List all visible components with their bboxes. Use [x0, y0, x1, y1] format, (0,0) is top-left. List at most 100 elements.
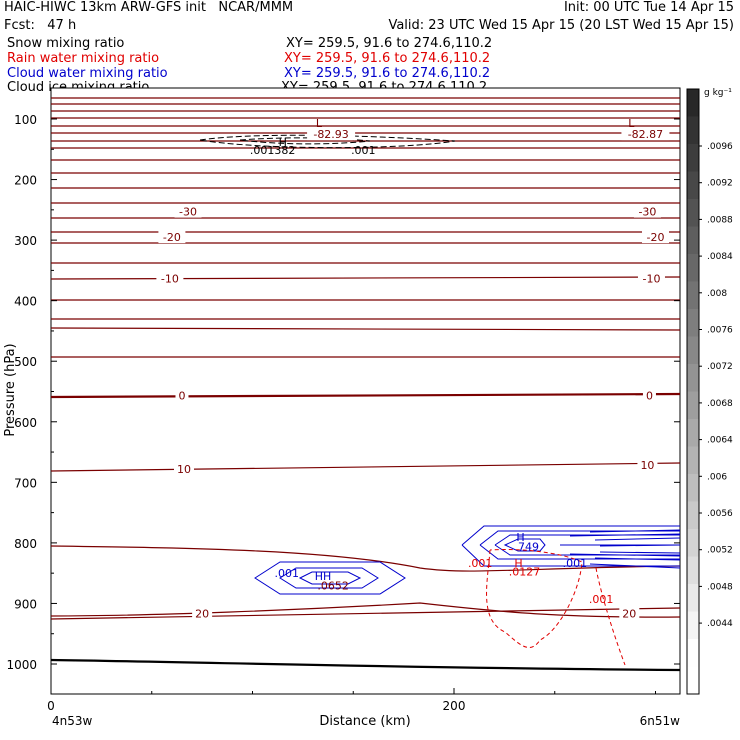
temperature-label: -30 [638, 206, 656, 219]
colorbar-tick-label: .0048 [707, 582, 733, 592]
rain-water-contours [486, 549, 626, 666]
y-tick-label: 500 [14, 355, 37, 369]
plot-frame [50, 87, 681, 695]
legend-rain-name: Rain water mixing ratio [7, 51, 160, 66]
colorbar-tick-label: .006 [707, 472, 727, 482]
contour-extremum-label: .001 [351, 144, 376, 157]
temperature-label-bg [621, 127, 670, 141]
colorbar-segment [687, 501, 699, 530]
contour-extremum-label: 749 [518, 541, 539, 554]
temperature-label: 20 [622, 608, 636, 621]
colorbar-tick-label: .0096 [707, 142, 733, 152]
contour-labels: -82.93 -82.87 -30 -30 -20 -20 -10 -10 0 0 10 10 20 20… [156, 117, 670, 621]
cloud-ice-contours [199, 134, 456, 149]
temperature-label-bg [637, 457, 658, 471]
colorbar-segment [687, 446, 699, 475]
legend-cloudwater-xy: XY= 259.5, 91.6 to 274.6,110.2 [284, 66, 491, 81]
y-tick-label: 300 [14, 234, 37, 248]
colorbar-tick-label: .0072 [707, 362, 733, 372]
temperature-label-bg [192, 606, 213, 620]
colorbar-segment [687, 226, 699, 255]
legend-rain-xy: XY= 259.5, 91.6 to 274.6,110.2 [284, 51, 491, 66]
colorbar-tick-label: .0064 [707, 436, 733, 446]
temperature-label: 10 [177, 463, 191, 476]
legend-snow-name: Snow mixing ratio [7, 36, 125, 51]
temperature-label: -82.87 [628, 128, 663, 141]
temperature-contours [50, 97, 681, 672]
temperature-label-bg [619, 606, 640, 620]
colorbar-segment [687, 474, 699, 502]
colorbar-segment [687, 144, 699, 172]
colorbar-segment [687, 611, 699, 640]
colorbar-tick-label: .0076 [707, 326, 733, 336]
colorbar-tick-label: .0052 [707, 546, 733, 556]
temperature-label: 0 [646, 390, 653, 403]
colorbar-tick-label: .0068 [707, 399, 733, 409]
y-tick-label: 100 [14, 113, 37, 127]
temperature-label-bg [158, 230, 186, 244]
colorbar-segment [687, 254, 699, 282]
y-tick-label: 600 [14, 416, 37, 430]
contour-extremum-label: L [628, 117, 635, 130]
init-time: Init: 00 UTC Tue 14 Apr 15 [563, 0, 734, 15]
temperature-label: -10 [161, 272, 179, 285]
temperature-label: 10 [640, 459, 654, 472]
contour-extremum-label: HH [315, 570, 332, 583]
x-end-location: 6n51w [640, 714, 681, 728]
temperature-label: 20 [195, 608, 209, 621]
temperature-label: -20 [163, 231, 181, 244]
temperature-label: -10 [642, 272, 660, 285]
colorbar: g kg⁻¹ .0096 .0092 .0088 .0084 .008 .0076 .0072… [686, 88, 733, 695]
contour-extremum-label: H [279, 136, 287, 149]
colorbar-segment [687, 666, 699, 695]
temperature-label: -82.93 [313, 128, 348, 141]
colorbar-segment [687, 584, 699, 612]
x-tick-label: 200 [443, 699, 466, 713]
y-tick-label: 700 [14, 476, 37, 490]
colorbar-frame [686, 88, 700, 695]
contour-extremum-label: .0127 [509, 565, 541, 578]
y-axis-label: Pressure (hPa) [3, 343, 18, 436]
colorbar-segment [687, 309, 699, 337]
temperature-label-bg [642, 388, 656, 402]
colorbar-segment [687, 364, 699, 392]
temperature-label-bg [174, 204, 202, 218]
x-tick-label: 0 [47, 699, 55, 713]
colorbar-segment [687, 639, 699, 667]
contour-extremum-label: .001 [468, 557, 493, 570]
temperature-label-bg [156, 271, 184, 285]
contour-extremum-label: H [516, 531, 524, 544]
colorbar-tick-label: .0092 [707, 179, 733, 189]
temperature-label: -20 [647, 231, 665, 244]
temperature-label-bg [642, 230, 669, 244]
temperature-label: 0 [178, 390, 185, 403]
colorbar-tick-label: .008 [707, 289, 727, 299]
valid-time: Valid: 23 UTC Wed 15 Apr 15 (20 LST Wed … [388, 18, 734, 33]
temperature-label-bg [637, 271, 665, 285]
colorbar-tick-label: .0088 [707, 215, 733, 225]
contour-extremum-label: .001 [275, 567, 300, 580]
temperature-label-bg [175, 388, 189, 402]
run-title: HAIC-HIWC 13km ARW-GFS init NCAR/MMM [4, 0, 294, 15]
y-tick-label: 400 [14, 295, 37, 309]
contour-extremum-label: .001382 [250, 144, 296, 157]
colorbar-segment [687, 281, 699, 310]
temperature-label: -30 [179, 206, 197, 219]
legend-snow-xy: XY= 259.5, 91.6 to 274.6,110.2 [286, 36, 493, 51]
y-tick-label: 1000 [6, 658, 37, 672]
forecast-hour: Fcst: 47 h [4, 18, 77, 33]
y-tick-label: 800 [14, 537, 37, 551]
y-tick-label: 200 [14, 174, 37, 188]
temperature-label-bg [307, 127, 356, 141]
colorbar-segment [687, 419, 699, 447]
legend-cloudwater-name: Cloud water mixing ratio [7, 66, 168, 81]
x-axis-label: Distance (km) [319, 714, 410, 729]
colorbar-segment [687, 556, 699, 585]
colorbar-tick-label: .0084 [707, 252, 733, 262]
contour-extremum-label: .001 [563, 557, 588, 570]
colorbar-unit: g kg⁻¹ [704, 88, 732, 98]
colorbar-tick-label: .0056 [707, 509, 733, 519]
colorbar-segment [687, 116, 699, 145]
